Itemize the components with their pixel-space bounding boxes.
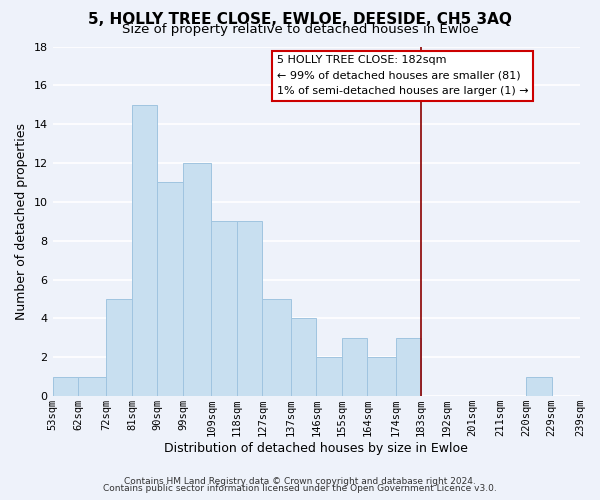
Bar xyxy=(526,376,551,396)
Bar xyxy=(342,338,367,396)
Bar xyxy=(395,338,421,396)
Text: Contains public sector information licensed under the Open Government Licence v3: Contains public sector information licen… xyxy=(103,484,497,493)
Bar xyxy=(316,358,342,396)
Bar xyxy=(291,318,316,396)
Bar xyxy=(237,222,262,396)
Bar xyxy=(367,358,395,396)
Text: 5, HOLLY TREE CLOSE, EWLOE, DEESIDE, CH5 3AQ: 5, HOLLY TREE CLOSE, EWLOE, DEESIDE, CH5… xyxy=(88,12,512,28)
Bar xyxy=(157,182,183,396)
Bar xyxy=(53,376,78,396)
Text: Size of property relative to detached houses in Ewloe: Size of property relative to detached ho… xyxy=(122,22,478,36)
Bar xyxy=(211,222,237,396)
Bar xyxy=(78,376,106,396)
Y-axis label: Number of detached properties: Number of detached properties xyxy=(15,123,28,320)
Text: 5 HOLLY TREE CLOSE: 182sqm
← 99% of detached houses are smaller (81)
1% of semi-: 5 HOLLY TREE CLOSE: 182sqm ← 99% of deta… xyxy=(277,55,529,96)
Bar xyxy=(106,299,132,396)
Bar xyxy=(132,105,157,396)
Bar xyxy=(183,163,211,396)
X-axis label: Distribution of detached houses by size in Ewloe: Distribution of detached houses by size … xyxy=(164,442,468,455)
Text: Contains HM Land Registry data © Crown copyright and database right 2024.: Contains HM Land Registry data © Crown c… xyxy=(124,477,476,486)
Bar xyxy=(262,299,291,396)
